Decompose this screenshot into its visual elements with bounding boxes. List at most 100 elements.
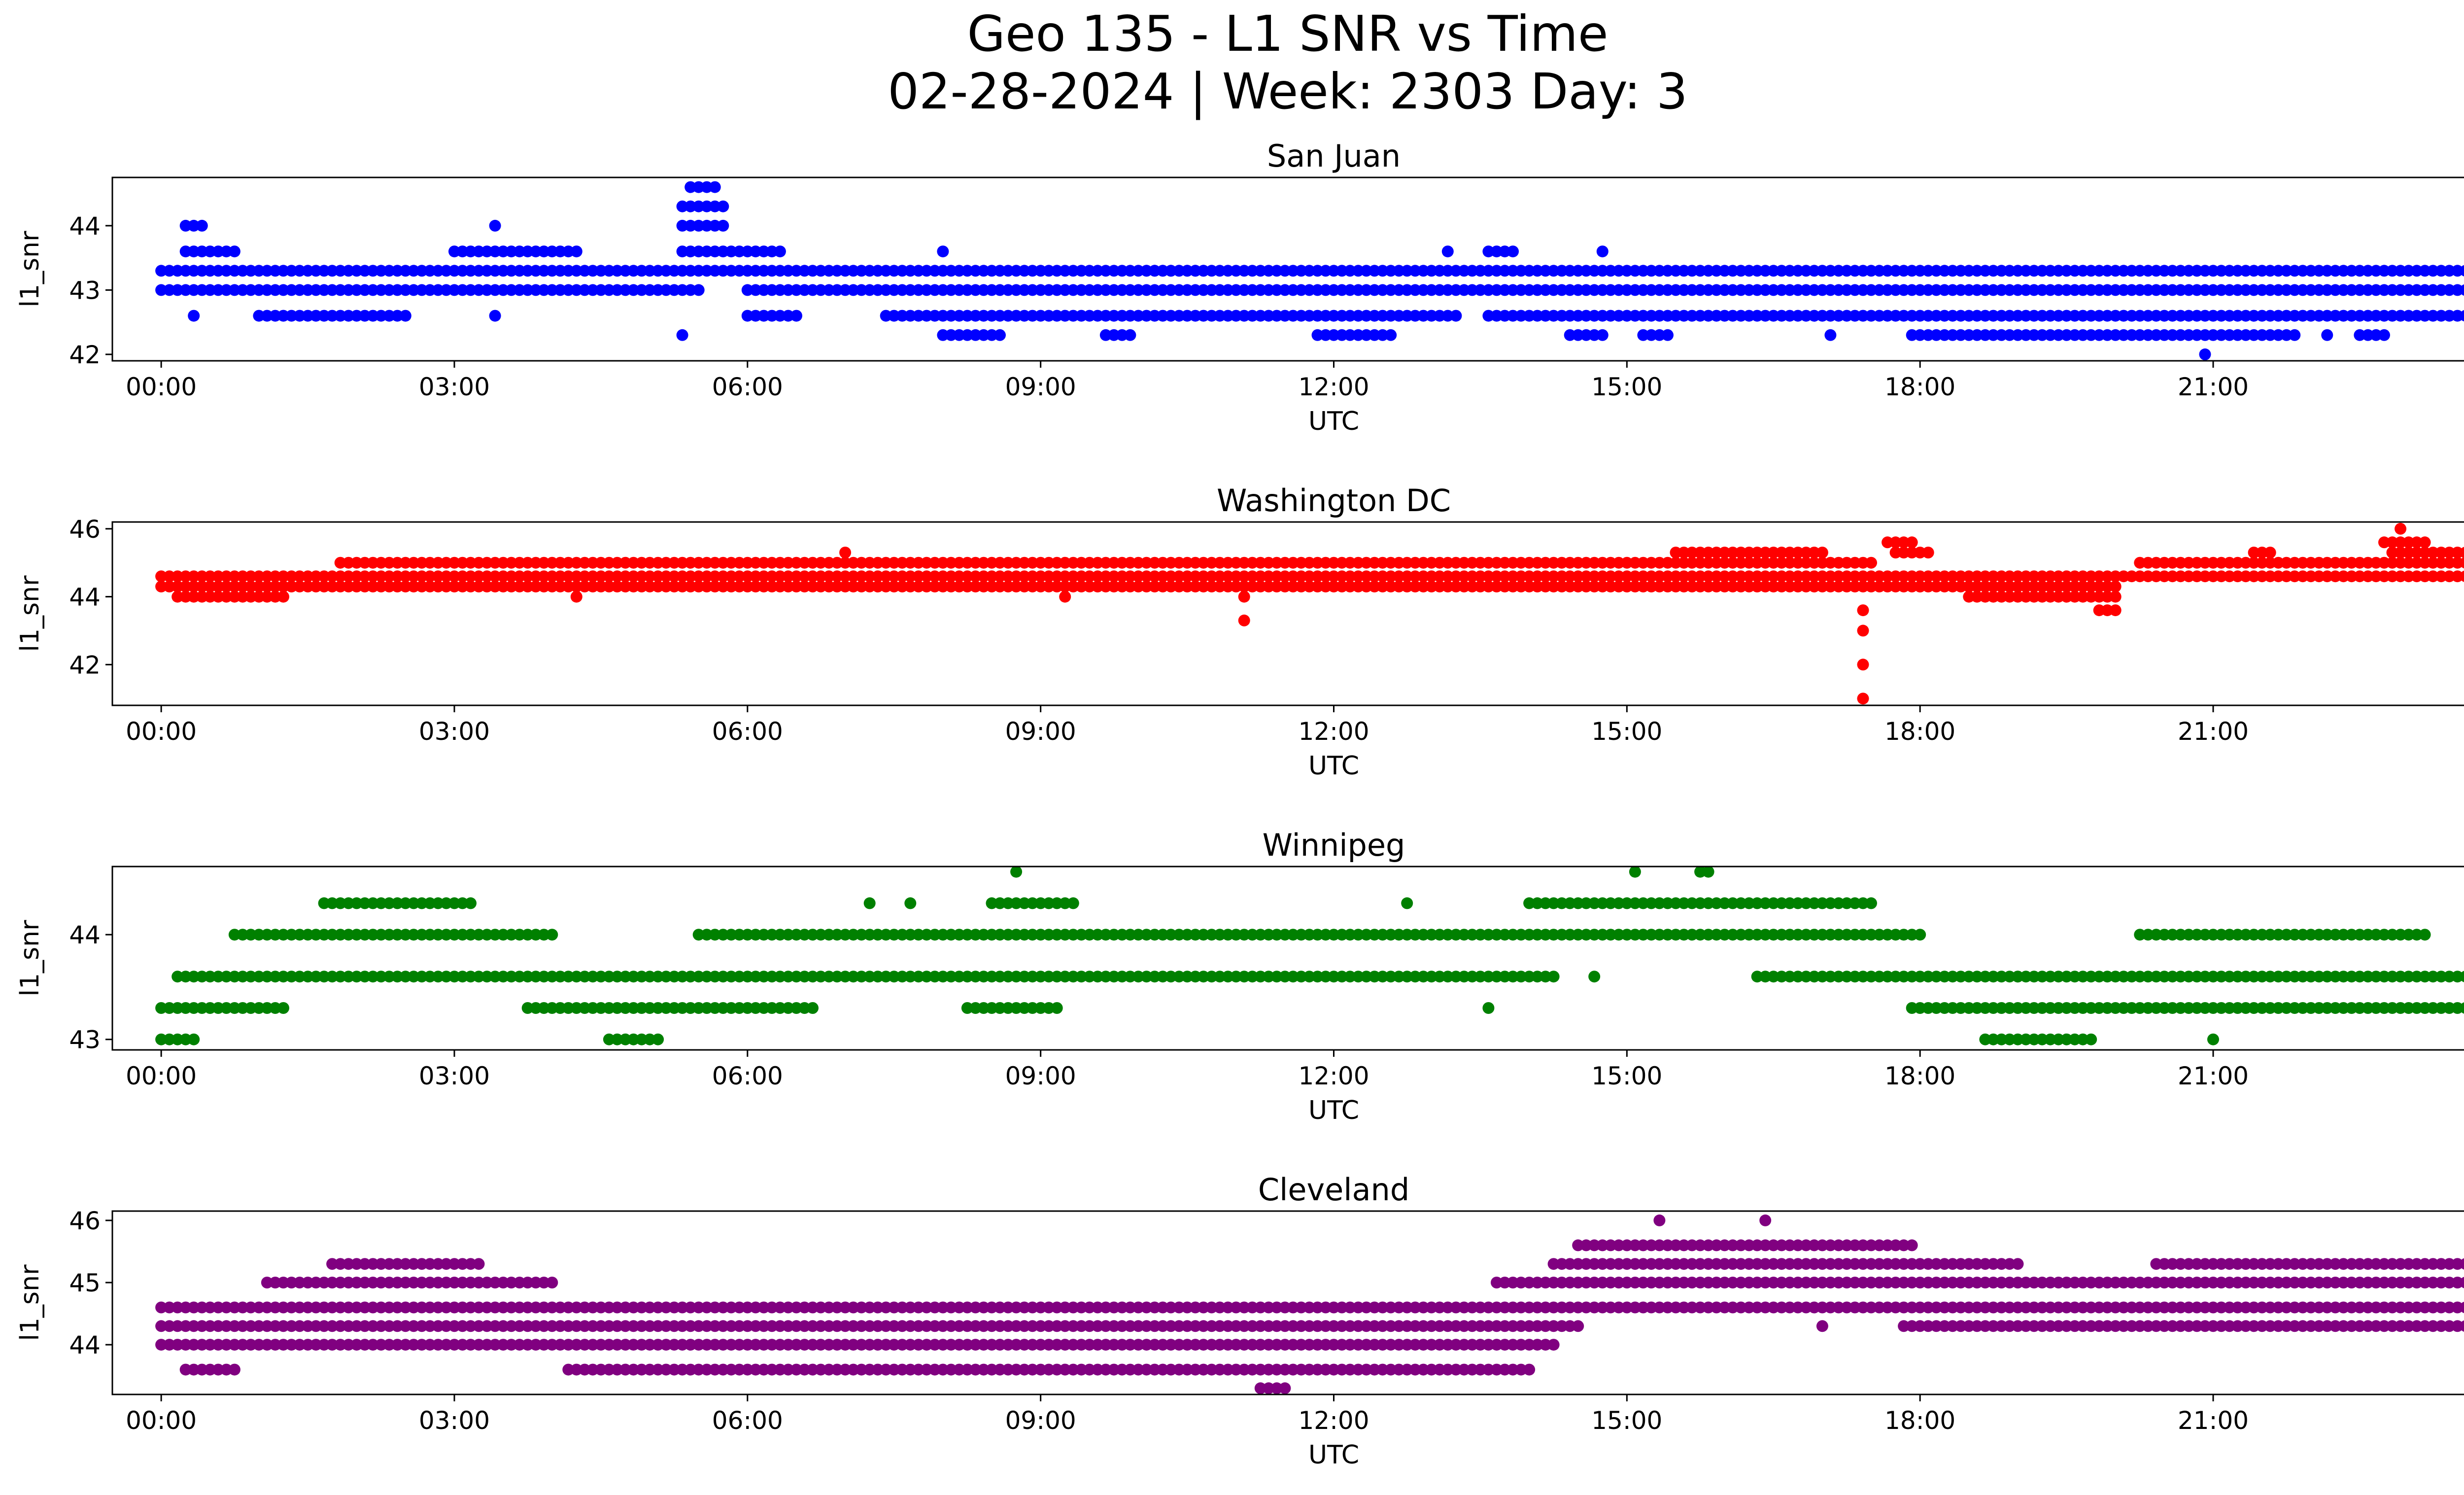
data-point — [1759, 1214, 1772, 1226]
data-point — [2134, 556, 2146, 569]
data-point — [2362, 1277, 2374, 1288]
data-point — [2443, 265, 2456, 277]
data-point — [2142, 1002, 2154, 1014]
data-point — [1987, 1033, 1999, 1045]
data-point — [546, 570, 558, 583]
data-point — [350, 265, 363, 277]
data-point — [1540, 1320, 1552, 1332]
data-point — [1369, 580, 1381, 592]
data-point — [619, 1339, 631, 1351]
y-tick-label: 45 — [69, 1269, 101, 1297]
data-point — [440, 1258, 452, 1270]
data-point — [896, 265, 908, 277]
data-point — [1954, 570, 1967, 583]
data-point — [2191, 929, 2203, 941]
data-point — [2460, 265, 2464, 277]
data-point — [2093, 604, 2105, 617]
data-point — [1222, 1363, 1234, 1376]
data-point — [1987, 591, 1999, 603]
data-point — [424, 1339, 436, 1351]
data-point — [465, 580, 477, 592]
data-point — [1979, 591, 1991, 603]
data-point — [318, 1320, 330, 1332]
data-point — [1954, 580, 1967, 592]
data-point — [2370, 929, 2382, 941]
data-point — [1718, 580, 1731, 592]
data-point — [383, 1320, 395, 1332]
data-point — [1376, 284, 1389, 296]
data-point — [350, 284, 363, 296]
data-point — [863, 265, 876, 277]
data-point — [2386, 971, 2398, 983]
data-point — [1376, 971, 1389, 983]
data-point — [1238, 1301, 1250, 1314]
data-point — [1515, 1339, 1527, 1351]
data-point — [2069, 329, 2081, 341]
data-point — [2053, 570, 2065, 583]
data-point — [2077, 1002, 2089, 1014]
x-tick-label: 00:00 — [126, 1406, 197, 1435]
data-point — [1181, 284, 1194, 296]
data-point — [823, 971, 835, 983]
data-point — [408, 1258, 420, 1270]
data-point — [228, 1320, 240, 1332]
data-point — [2028, 265, 2040, 277]
data-point — [1010, 580, 1023, 592]
data-point — [2053, 1002, 2065, 1014]
data-point — [1922, 971, 1934, 983]
data-point — [1515, 1301, 1527, 1314]
data-point — [2386, 570, 2398, 583]
data-point — [2419, 929, 2431, 941]
data-point — [1018, 1363, 1030, 1376]
data-point — [766, 556, 778, 569]
data-point — [978, 1002, 990, 1014]
data-point — [904, 284, 917, 296]
data-point — [1434, 310, 1446, 322]
data-point — [1882, 1277, 1894, 1288]
data-point — [546, 929, 558, 941]
data-point — [1702, 265, 1714, 277]
data-point — [847, 580, 859, 592]
data-point — [709, 219, 721, 232]
data-point — [766, 1002, 778, 1014]
data-point — [1222, 1301, 1234, 1314]
data-point — [350, 1277, 363, 1288]
data-point — [1409, 570, 1421, 583]
data-point — [1841, 1301, 1853, 1314]
data-point — [725, 1301, 737, 1314]
data-point — [2207, 1002, 2219, 1014]
data-point — [1841, 556, 1853, 569]
data-point — [1686, 929, 1698, 941]
data-point — [1149, 265, 1161, 277]
data-point — [1311, 580, 1324, 592]
data-point — [350, 1258, 363, 1270]
data-point — [1865, 580, 1877, 592]
data-point — [220, 1320, 233, 1332]
data-point — [676, 1301, 688, 1314]
data-point — [448, 580, 460, 592]
data-point — [1580, 1258, 1592, 1270]
data-point — [415, 580, 428, 592]
data-point — [1808, 547, 1820, 558]
data-point — [1205, 1301, 1218, 1314]
data-point — [456, 929, 469, 941]
data-point — [2003, 310, 2016, 322]
data-point — [1132, 580, 1144, 592]
data-point — [2411, 265, 2423, 277]
data-point — [2231, 1002, 2244, 1014]
data-point — [1425, 580, 1437, 592]
data-point — [1165, 1363, 1177, 1376]
data-point — [1043, 570, 1055, 583]
data-point — [2443, 310, 2456, 322]
data-point — [2191, 310, 2203, 322]
data-point — [2419, 1002, 2431, 1014]
data-point — [2028, 284, 2040, 296]
data-point — [513, 284, 526, 296]
data-point — [611, 265, 623, 277]
data-point — [399, 1301, 411, 1314]
data-point — [2451, 1320, 2464, 1332]
data-point — [1922, 1277, 1934, 1288]
data-point — [1189, 1339, 1201, 1351]
data-point — [1727, 897, 1739, 909]
data-point — [1417, 929, 1430, 941]
